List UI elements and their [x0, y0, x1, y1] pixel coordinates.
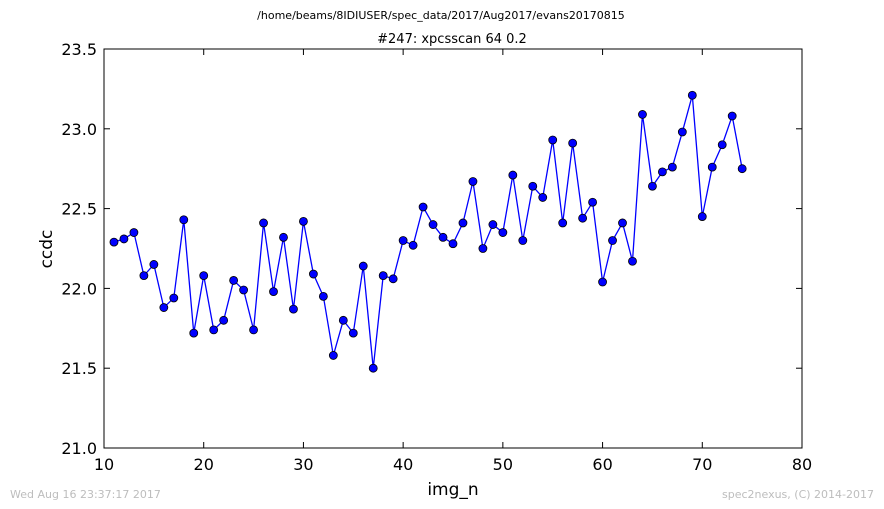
y-tick-label: 23.5 [61, 40, 97, 59]
data-point [318, 291, 328, 301]
data-point [179, 215, 189, 225]
data-point [249, 325, 258, 335]
x-tick-label: 10 [94, 455, 114, 474]
data-point [448, 239, 458, 249]
data-point [219, 315, 229, 325]
data-point [658, 167, 667, 177]
y-axis-label: ccdc [37, 230, 57, 269]
data-point [169, 293, 179, 303]
data-point [687, 90, 697, 100]
data-point [628, 256, 637, 266]
data-point [209, 325, 219, 335]
data-point [129, 228, 139, 237]
series-markers [109, 90, 747, 373]
data-point [558, 218, 568, 228]
data-point [279, 232, 288, 242]
data-point [189, 328, 199, 338]
data-point [488, 220, 498, 229]
data-point [408, 240, 418, 250]
data-point [259, 218, 268, 228]
data-point [697, 212, 707, 221]
data-point [289, 304, 298, 314]
data-point [119, 234, 129, 244]
data-point [418, 202, 428, 212]
data-point [518, 236, 528, 245]
data-point [568, 138, 578, 148]
data-point [478, 244, 488, 253]
data-point [269, 287, 278, 296]
data-point [528, 181, 538, 191]
data-point [338, 315, 348, 325]
data-point [498, 228, 508, 237]
plot-area [103, 48, 803, 449]
x-axis-label: img_n [427, 480, 478, 500]
file-path-title: /home/beams/8IDIUSER/spec_data/2017/Aug2… [257, 9, 625, 22]
data-point [667, 162, 677, 172]
data-point [588, 197, 597, 207]
footer-credit: spec2nexus, (C) 2014-2017 [722, 488, 874, 501]
data-point [737, 164, 747, 174]
data-point [468, 177, 478, 186]
data-point [199, 271, 209, 281]
x-axis: 10 20 30 40 50 60 70 80 [94, 49, 812, 474]
data-point [239, 285, 249, 295]
data-point [608, 236, 617, 245]
y-axis: 21.0 21.5 22.0 22.5 23.0 23.5 [61, 40, 802, 458]
data-point [299, 216, 308, 226]
data-point [388, 274, 398, 284]
y-tick-label: 22.0 [61, 279, 97, 298]
data-point [438, 232, 448, 242]
data-point [159, 303, 169, 312]
data-point [139, 271, 149, 281]
data-point [618, 218, 627, 228]
data-point [398, 236, 408, 245]
data-point [308, 269, 318, 279]
y-tick-label: 23.0 [61, 120, 97, 139]
series-line [113, 95, 743, 369]
data-point [458, 218, 468, 228]
footer-timestamp: Wed Aug 16 23:37:17 2017 [10, 488, 161, 501]
x-tick-label: 60 [592, 455, 612, 474]
data-point [328, 351, 338, 360]
data-point [707, 162, 717, 172]
data-point [428, 220, 438, 229]
chart-title: #247: xpcsscan 64 0.2 [377, 32, 527, 47]
data-point [717, 140, 727, 150]
data-point [508, 170, 518, 180]
x-tick-label: 80 [792, 455, 812, 474]
data-point [727, 111, 737, 121]
x-tick-label: 30 [293, 455, 313, 474]
x-tick-label: 70 [692, 455, 712, 474]
data-point [358, 261, 368, 271]
data-point [368, 363, 378, 373]
data-point [348, 328, 358, 338]
y-tick-label: 22.5 [61, 200, 97, 219]
data-point [548, 135, 558, 145]
y-tick-label: 21.0 [61, 439, 97, 458]
data-point [229, 276, 239, 285]
data-point [538, 193, 548, 202]
data-point [149, 260, 159, 269]
data-point [378, 271, 388, 281]
x-tick-label: 20 [194, 455, 214, 474]
data-point [648, 181, 657, 191]
data-point [638, 110, 647, 119]
x-tick-label: 50 [493, 455, 513, 474]
y-tick-label: 21.5 [61, 359, 97, 378]
data-point [677, 127, 687, 137]
x-tick-label: 40 [393, 455, 413, 474]
data-point [109, 237, 119, 247]
data-point [598, 277, 607, 287]
data-point [578, 213, 588, 223]
